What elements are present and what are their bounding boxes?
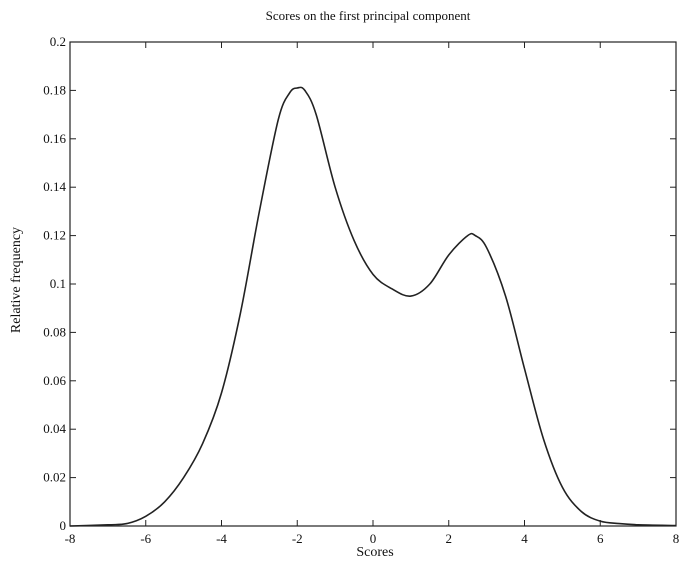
- chart-title: Scores on the first principal component: [266, 8, 471, 23]
- y-tick-label: 0.18: [43, 82, 66, 97]
- y-tick-label: 0.04: [43, 421, 66, 436]
- y-tick-label: 0.02: [43, 470, 66, 485]
- y-tick-label: 0.12: [43, 228, 66, 243]
- density-curve: [69, 86, 677, 527]
- x-tick-label: 8: [673, 531, 680, 546]
- y-tick-label: 0.08: [43, 324, 66, 339]
- y-tick-label: 0.14: [43, 179, 66, 194]
- y-tick-label: 0.06: [43, 373, 66, 388]
- y-tick-label: 0: [60, 518, 67, 533]
- x-tick-label: 6: [597, 531, 604, 546]
- x-axis-label: Scores: [356, 545, 393, 560]
- y-tick-label: 0.16: [43, 131, 66, 146]
- x-tick-label: 0: [370, 531, 377, 546]
- x-tick-label: 4: [521, 531, 528, 546]
- x-tick-label: -8: [65, 531, 76, 546]
- plot-frame: [69, 41, 677, 527]
- y-axis: 0 0.02 0.04 0.06 0.08 0.1 0.12 0.14 0.16 0.18 0.2: [43, 34, 676, 533]
- x-axis: -8 -6 -4 -2 0 2 4 6 8: [65, 42, 680, 546]
- x-tick-label: -2: [292, 531, 303, 546]
- y-tick-label: 0.2: [50, 34, 66, 49]
- x-tick-label: -4: [216, 531, 227, 546]
- x-tick-label: 2: [446, 531, 453, 546]
- x-tick-label: -6: [140, 531, 151, 546]
- y-tick-label: 0.1: [50, 276, 66, 291]
- y-axis-label: Relative frequency: [9, 227, 24, 333]
